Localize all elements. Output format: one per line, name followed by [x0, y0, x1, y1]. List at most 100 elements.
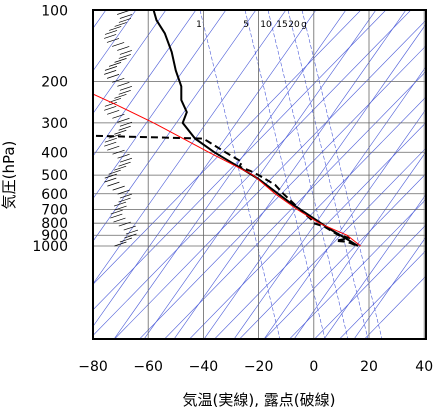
dry-adiabat-line [114, 19, 426, 339]
y-tick-label: 600 [41, 187, 68, 203]
wind-barbs [104, 10, 139, 247]
y-tick-label: 400 [41, 145, 68, 161]
mixing-ratio-label: 1 [196, 20, 202, 30]
moist-adiabat-line [93, 10, 197, 157]
wind-barb [107, 109, 120, 115]
wind-barb [117, 82, 130, 87]
y-tick-label: 100 [41, 4, 68, 20]
background-reference-lines [93, 10, 426, 339]
wind-barb [114, 205, 127, 211]
wind-barb [104, 173, 117, 179]
wind-barb [119, 157, 133, 163]
wind-barb [110, 209, 123, 215]
wind-barb [112, 78, 125, 83]
wind-barb [114, 93, 127, 99]
x-tick-label: −60 [133, 359, 163, 375]
moist-adiabat-line [323, 193, 426, 339]
moist-adiabat-line [93, 10, 317, 327]
wind-barb [118, 221, 131, 227]
wind-barb [112, 42, 125, 47]
wind-barb [119, 85, 133, 91]
temperature-line [152, 10, 359, 247]
x-axis-title: 気温(実線), 露点(破線) [183, 391, 336, 409]
wind-barb [104, 66, 118, 71]
dry-adiabat-line [189, 96, 426, 339]
wind-barb [119, 121, 133, 127]
moist-adiabat-line [293, 151, 426, 339]
wind-barb [119, 14, 132, 19]
plot-frame [92, 9, 427, 340]
mixing-ratio-label: g [301, 20, 307, 30]
y-tick-label: 300 [41, 116, 68, 132]
wind-barb [118, 18, 132, 23]
moist-adiabat-line [203, 23, 426, 339]
x-tick-label: −20 [244, 359, 274, 375]
moist-adiabat-line [93, 10, 287, 285]
mixing-ratio-line [267, 10, 349, 339]
wind-barb [117, 10, 130, 15]
wind-barb [110, 213, 123, 219]
wind-barb [108, 97, 122, 103]
profile-series [93, 10, 362, 247]
wind-barb [108, 169, 121, 175]
wind-barb [109, 26, 122, 31]
dry-adiabat-line [364, 275, 426, 339]
moist-adiabat-line [143, 10, 377, 339]
x-tick-label: −80 [78, 359, 108, 375]
wind-barb [104, 137, 117, 143]
wind-barb [114, 22, 127, 27]
wind-barb [117, 117, 130, 123]
wind-barb [104, 101, 118, 107]
mixing-ratio-labels: 1 5 10 15 20 g [196, 20, 307, 30]
wind-barb [112, 149, 125, 155]
y-tick-label: 700 [41, 203, 68, 219]
wind-barb [114, 129, 127, 135]
y-tick-label: 800 [41, 216, 68, 232]
mixing-ratio-label: 20 [288, 20, 300, 30]
wind-barb [117, 46, 130, 51]
wind-barb [125, 229, 139, 235]
moist-adiabat-line [233, 66, 426, 339]
dry-adiabat-line [93, 10, 362, 285]
wind-barb [118, 161, 131, 167]
dry-adiabat-line [264, 173, 426, 339]
moist-adiabat-line [93, 10, 167, 114]
wind-barb [104, 177, 117, 183]
wind-barb [104, 70, 117, 75]
moist-adiabat-line [93, 10, 137, 72]
moist-adiabat-line [353, 236, 426, 339]
mixing-ratio-line [287, 10, 369, 339]
dry-adiabat-line [93, 10, 412, 336]
x-tick-label: 20 [360, 359, 378, 375]
wind-barb [118, 197, 131, 203]
wind-barb [119, 50, 133, 55]
x-tick-labels: −80 −60 −40 −20 0 20 40 [78, 359, 433, 375]
moist-adiabat-line [173, 10, 407, 339]
moist-adiabat-line [93, 10, 257, 242]
x-tick-label: −40 [189, 359, 219, 375]
wind-barb [104, 34, 117, 39]
wind-barb [106, 74, 120, 79]
wind-barb [123, 225, 136, 231]
dry-adiabat-line [289, 198, 426, 339]
wind-barb [119, 193, 133, 199]
wind-barb [108, 62, 122, 67]
mixing-ratio-line [199, 10, 281, 339]
wind-barb [104, 30, 118, 35]
wind-barb [112, 185, 125, 191]
wind-barb [107, 181, 120, 187]
mixing-ratio-label: 5 [243, 20, 249, 30]
wind-barb [104, 141, 117, 147]
dry-adiabat-line [239, 147, 426, 339]
mixing-ratio-label: 15 [276, 20, 287, 30]
wind-barb [114, 58, 127, 63]
wind-barb [106, 38, 120, 43]
dry-adiabat-line [164, 70, 426, 339]
y-tick-label: 900 [41, 228, 68, 244]
dry-adiabat-line [139, 45, 426, 339]
wind-barb [113, 201, 127, 207]
wind-barb [107, 145, 120, 151]
wind-barb [117, 153, 130, 159]
